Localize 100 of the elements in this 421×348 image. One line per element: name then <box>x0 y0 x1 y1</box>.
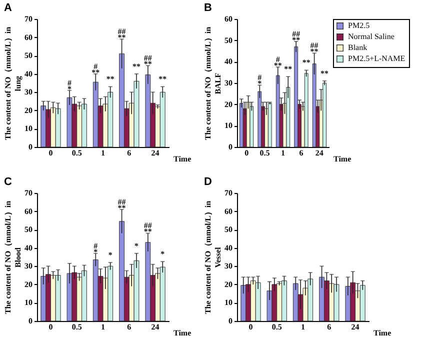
y-tick-label: 0 <box>28 142 32 152</box>
legend-label: PM2.5 <box>348 21 370 30</box>
y-tick-label: 10 <box>24 298 32 308</box>
x-tick-label: 24 <box>151 322 160 332</box>
x-tick-label: 6 <box>327 322 332 332</box>
x-tick-label: 6 <box>299 148 304 158</box>
data-label: # * <box>258 73 262 88</box>
bar <box>250 106 254 148</box>
x-axis-title: Time <box>174 154 192 164</box>
y-tick-label: 10 <box>224 121 232 130</box>
y-tick-label: 30 <box>224 262 232 271</box>
legend-label: Normal Saline <box>348 32 395 41</box>
bar <box>92 82 98 148</box>
data-label: ** <box>106 74 114 84</box>
y-tick-label: 50 <box>224 36 232 45</box>
x-tick-label: 1 <box>101 322 105 332</box>
data-label: ** <box>158 74 167 84</box>
y-tick-label: 60 <box>224 206 232 216</box>
y-tick-label: 20 <box>224 280 232 289</box>
x-tick-label: 0 <box>48 148 53 158</box>
x-tick-label: 0.5 <box>72 322 82 332</box>
y-tick-label: 40 <box>224 243 232 252</box>
data-label: ## ** <box>118 27 126 42</box>
y-tick-label: 0 <box>28 316 32 326</box>
chart-title: B <box>204 2 212 14</box>
y-tick-label: 30 <box>24 262 32 271</box>
x-tick-label: 6 <box>127 322 132 332</box>
y-tick-label: 30 <box>24 88 32 97</box>
x-axis-title: Time <box>374 328 392 338</box>
data-label: ** <box>320 68 329 78</box>
bar <box>258 91 262 148</box>
data-label: ** <box>302 58 310 68</box>
y-tick-label: 20 <box>24 280 32 289</box>
bar <box>276 75 280 148</box>
data-label: # * <box>68 78 72 94</box>
y-tick-label: 0 <box>228 316 232 326</box>
x-tick-label: 1 <box>301 322 305 332</box>
y-axis-title: The content of NO（mmol/L）in BALF <box>204 26 222 140</box>
bar <box>40 106 46 148</box>
data-label: ## ** <box>292 29 300 44</box>
data-label: ** <box>132 62 140 71</box>
x-tick-label: 0.5 <box>72 148 82 158</box>
y-tick-label: 70 <box>224 188 232 198</box>
bar <box>322 82 327 148</box>
bar <box>268 103 272 148</box>
x-tick-label: 0 <box>248 322 253 332</box>
y-tick-label: 50 <box>24 51 32 60</box>
y-tick-label: 20 <box>224 100 232 109</box>
data-label: # ** <box>92 62 100 77</box>
x-tick-label: 1 <box>281 148 285 158</box>
data-label: # ** <box>274 55 282 70</box>
bar <box>246 102 250 148</box>
y-tick-label: 50 <box>24 225 32 234</box>
data-label: * <box>160 250 165 259</box>
x-tick-label: 24 <box>315 148 324 158</box>
x-tick-label: 24 <box>351 322 360 332</box>
y-tick-label: 60 <box>24 206 32 216</box>
data-label: ** <box>284 64 292 74</box>
data-label: * <box>108 250 112 260</box>
y-tick-label: 50 <box>224 225 232 234</box>
y-tick-label: 10 <box>24 124 32 134</box>
x-tick-label: 0.5 <box>260 148 270 158</box>
y-tick-label: 70 <box>24 188 32 198</box>
x-tick-label: 0 <box>48 322 53 332</box>
x-tick-label: 0.5 <box>272 322 282 332</box>
data-label: ## ** <box>118 197 126 212</box>
x-axis-title: Time <box>174 328 192 338</box>
x-tick-label: 0 <box>244 148 249 158</box>
bar <box>286 87 290 148</box>
y-tick-label: 20 <box>24 106 32 115</box>
y-tick-label: 30 <box>224 78 232 88</box>
y-tick-label: 70 <box>24 14 32 24</box>
data-label: ## ** <box>144 221 152 236</box>
y-tick-label: 10 <box>224 298 232 308</box>
y-tick-label: 60 <box>224 14 232 24</box>
data-label: # * <box>94 241 98 256</box>
y-tick-label: 0 <box>228 142 232 152</box>
bar <box>304 73 308 148</box>
x-tick-label: 24 <box>151 148 160 158</box>
legend-label: PM2.5+L-NAME <box>348 54 406 63</box>
y-tick-label: 40 <box>224 57 232 66</box>
data-label: ## ** <box>144 54 152 69</box>
chart-title: C <box>4 176 12 188</box>
bar <box>294 46 298 148</box>
x-tick-label: 6 <box>127 148 132 158</box>
y-axis-title: The content of NO（mmol/L）in lung <box>4 26 22 140</box>
legend-label: Blank <box>348 43 368 52</box>
data-label: * <box>134 241 138 250</box>
y-tick-label: 40 <box>24 69 32 78</box>
y-tick-label: 40 <box>24 243 32 252</box>
data-label: ## ** <box>310 41 318 56</box>
y-tick-label: 60 <box>24 32 32 42</box>
y-axis-title: The content of NO（mmol/L）in Blood <box>4 200 22 314</box>
chart-title: A <box>4 2 12 14</box>
x-tick-label: 1 <box>101 148 105 158</box>
x-axis-title: Time <box>334 154 352 164</box>
bar <box>145 242 151 322</box>
chart-title: D <box>204 176 212 188</box>
bar <box>292 283 298 322</box>
y-axis-title: The content of NO（mmol/L）in Vessel <box>204 200 222 314</box>
